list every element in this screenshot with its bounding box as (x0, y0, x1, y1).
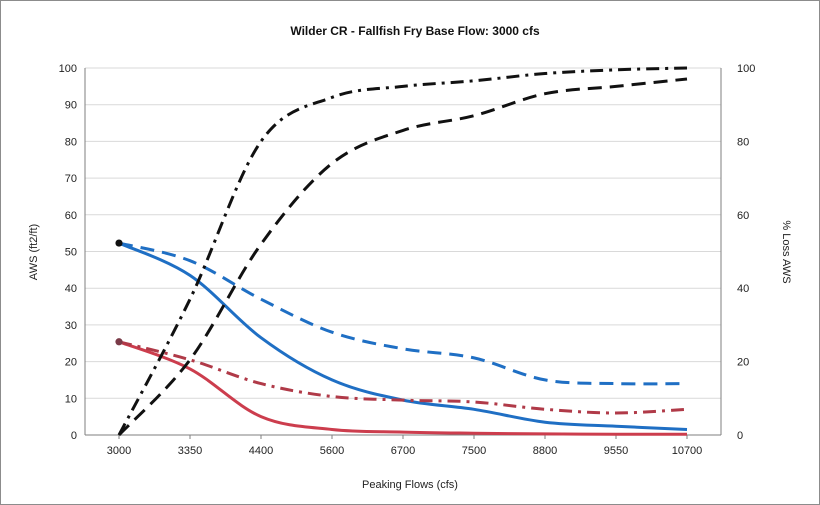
series-marker-1 (115, 239, 123, 247)
x-axis-title: Peaking Flows (cfs) (362, 479, 458, 491)
y-right-tick-label: 20 (737, 357, 749, 369)
chart-title: Wilder CR - Fallfish Fry Base Flow: 3000… (290, 24, 540, 38)
y-right-tick-label: 40 (737, 283, 749, 295)
x-tick-label: 4400 (249, 445, 273, 457)
ticks-x: 3000 3350 4400 5600 6700 7500 8800 9550 10700 (107, 445, 703, 457)
x-tick-label: 7500 (462, 445, 486, 457)
y-left-tick-label: 10 (65, 393, 77, 405)
y-left-tick-label: 100 (59, 63, 77, 75)
y-right-tick-label: 80 (737, 136, 749, 148)
series-line-4 (118, 340, 688, 415)
x-tick-label: 6700 (391, 445, 415, 457)
y-left-tick-label: 0 (71, 430, 77, 442)
series-line-6 (117, 77, 688, 437)
x-tick-label: 10700 (672, 445, 703, 457)
ticks-right: 0 20 40 60 80 100 (737, 63, 755, 442)
y-right-tick-label: 100 (737, 63, 755, 75)
x-tick-label: 9550 (604, 445, 628, 457)
x-tick-label: 8800 (533, 445, 557, 457)
series-line-5 (117, 66, 688, 436)
y-axis-title-right: % Loss AWS (780, 220, 792, 283)
x-tick-label: 5600 (320, 445, 344, 457)
y-left-tick-label: 80 (65, 136, 77, 148)
y-left-tick-label: 70 (65, 173, 77, 185)
series-line-3 (118, 340, 687, 436)
grid (85, 67, 721, 399)
y-right-tick-label: 60 (737, 210, 749, 222)
y-left-tick-label: 50 (65, 247, 77, 259)
y-axis-title-left: AWS (ft2/ft) (28, 224, 40, 280)
series-line-2 (118, 241, 688, 386)
y-right-tick-label: 0 (737, 430, 743, 442)
ticks-left: 0 10 20 30 40 50 60 70 80 90 100 (59, 63, 77, 442)
y-left-tick-label: 90 (65, 100, 77, 112)
x-tick-label: 3350 (178, 445, 202, 457)
y-left-tick-label: 20 (65, 357, 77, 369)
y-left-tick-label: 40 (65, 283, 77, 295)
y-left-tick-label: 60 (65, 210, 77, 222)
series-marker-3 (115, 338, 123, 346)
x-tick-label: 3000 (107, 445, 131, 457)
series-layer (115, 66, 688, 437)
y-left-tick-label: 30 (65, 320, 77, 332)
